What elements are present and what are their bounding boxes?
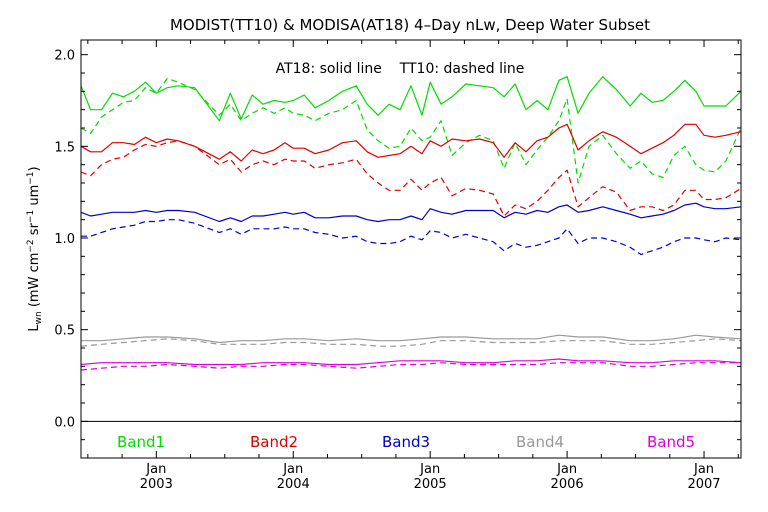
y-axis-label-open: (mW cm bbox=[27, 253, 42, 312]
series-band2-at18-line bbox=[80, 123, 742, 162]
series-band4-tt10-line bbox=[80, 338, 742, 347]
y-tick-label: 1.0 bbox=[54, 232, 75, 247]
series-band1-tt10-line bbox=[80, 77, 742, 184]
x-tick-year-label: 2004 bbox=[277, 477, 310, 492]
series-layer bbox=[80, 76, 742, 371]
x-tick-year-label: 2007 bbox=[687, 477, 720, 492]
series-band5-tt10-line bbox=[80, 362, 741, 371]
legend-item-band5: Band5 bbox=[647, 433, 695, 451]
line-style-annotation: AT18: solid line TT10: dashed line bbox=[276, 61, 525, 77]
y-axis-label: Lwn (mW cm−2 sr−1 um−1) bbox=[26, 166, 44, 331]
x-tick-month-label: Jan bbox=[282, 462, 303, 477]
x-tick-year-label: 2006 bbox=[551, 477, 584, 492]
series-band3-tt10-line bbox=[81, 219, 742, 256]
y-tick-label: 2.0 bbox=[54, 49, 75, 64]
legend-item-band3: Band3 bbox=[382, 433, 430, 451]
y-axis-ticks: 0.0 0.5 1.0 1.5 2.0 bbox=[54, 49, 741, 441]
series-band1-at18-line bbox=[80, 76, 742, 122]
y-axis-label-subscript: wn bbox=[34, 311, 44, 324]
x-tick-month-label: Jan bbox=[556, 462, 577, 477]
x-tick-year-label: 2005 bbox=[414, 477, 447, 492]
x-tick-month-label: Jan bbox=[145, 462, 166, 477]
y-tick-label: 0.5 bbox=[54, 324, 75, 339]
y-tick-label: 0.0 bbox=[54, 415, 75, 430]
y-axis-label-mid: sr bbox=[27, 222, 42, 239]
series-band2-tt10-line bbox=[80, 140, 742, 217]
legend: Band1 Band2 Band3 Band4 Band5 bbox=[117, 433, 695, 451]
series-band4-at18-line bbox=[81, 334, 742, 344]
plot-frame bbox=[80, 39, 742, 459]
series-band3-at18-line bbox=[80, 202, 742, 223]
chart-title: MODIST(TT10) & MODISA(AT18) 4–Day nLw, D… bbox=[170, 16, 650, 34]
y-axis-label-exp1: −2 bbox=[26, 239, 36, 252]
x-tick-month-label: Jan bbox=[693, 462, 714, 477]
legend-item-band2: Band2 bbox=[250, 433, 298, 451]
series-band5-at18-line bbox=[80, 358, 742, 366]
y-axis-label-exp3: −1 bbox=[26, 171, 36, 184]
y-axis-label-base: L bbox=[27, 324, 42, 332]
y-axis-label-mid2: um bbox=[27, 185, 42, 210]
legend-item-band1: Band1 bbox=[117, 433, 165, 451]
y-axis-label-exp2: −1 bbox=[26, 210, 36, 223]
y-tick-label: 1.5 bbox=[54, 140, 75, 155]
x-tick-year-label: 2003 bbox=[140, 477, 173, 492]
x-tick-month-label: Jan bbox=[419, 462, 440, 477]
legend-item-band4: Band4 bbox=[516, 433, 564, 451]
y-axis-label-close: ) bbox=[27, 166, 42, 171]
